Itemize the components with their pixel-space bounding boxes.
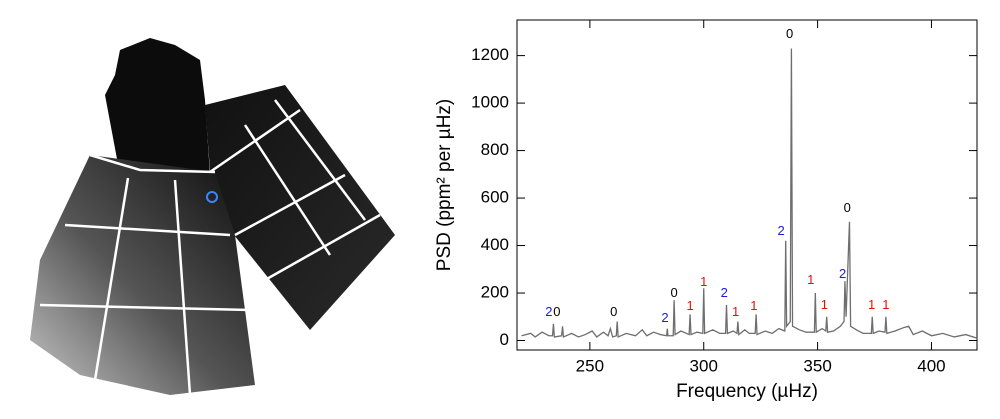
mode-label: 1 — [821, 297, 828, 312]
mode-label: 2 — [661, 310, 668, 325]
mode-label: 1 — [882, 297, 889, 312]
x-axis-label: Frequency (µHz) — [676, 381, 818, 402]
y-tick-label: 0 — [500, 330, 509, 349]
mode-label: 1 — [686, 298, 693, 313]
y-tick-label: 1200 — [471, 45, 509, 64]
plot-frame — [516, 19, 978, 351]
x-tick-label: 300 — [690, 356, 718, 375]
x-tick-label: 350 — [803, 356, 831, 375]
mode-label: 0 — [671, 285, 678, 300]
y-tick-label: 800 — [481, 140, 509, 159]
y-tick-label: 200 — [481, 283, 509, 302]
mode-label: 0 — [553, 304, 560, 319]
y-tick-label: 1000 — [471, 93, 509, 112]
mode-label: 1 — [700, 274, 707, 289]
mode-label: 2 — [778, 223, 785, 238]
spectrum-line — [521, 48, 978, 339]
sky-image — [30, 38, 395, 396]
mode-label: 0 — [786, 26, 793, 41]
y-axis-label: PSD (ppm² per µHz) — [434, 99, 455, 271]
mode-label: 0 — [844, 200, 851, 215]
mode-label: 1 — [750, 298, 757, 313]
x-tick-label: 400 — [917, 356, 945, 375]
mode-label: 1 — [807, 272, 814, 287]
x-tick-label: 250 — [576, 356, 604, 375]
y-tick-label: 400 — [481, 235, 509, 254]
y-tick-label: 600 — [481, 188, 509, 207]
mode-label: 2 — [721, 285, 728, 300]
mode-label: 1 — [732, 304, 739, 319]
mode-label: 0 — [610, 304, 617, 319]
mode-label: 2 — [839, 266, 846, 281]
mode-label: 2 — [545, 304, 552, 319]
mode-label: 1 — [868, 297, 875, 312]
